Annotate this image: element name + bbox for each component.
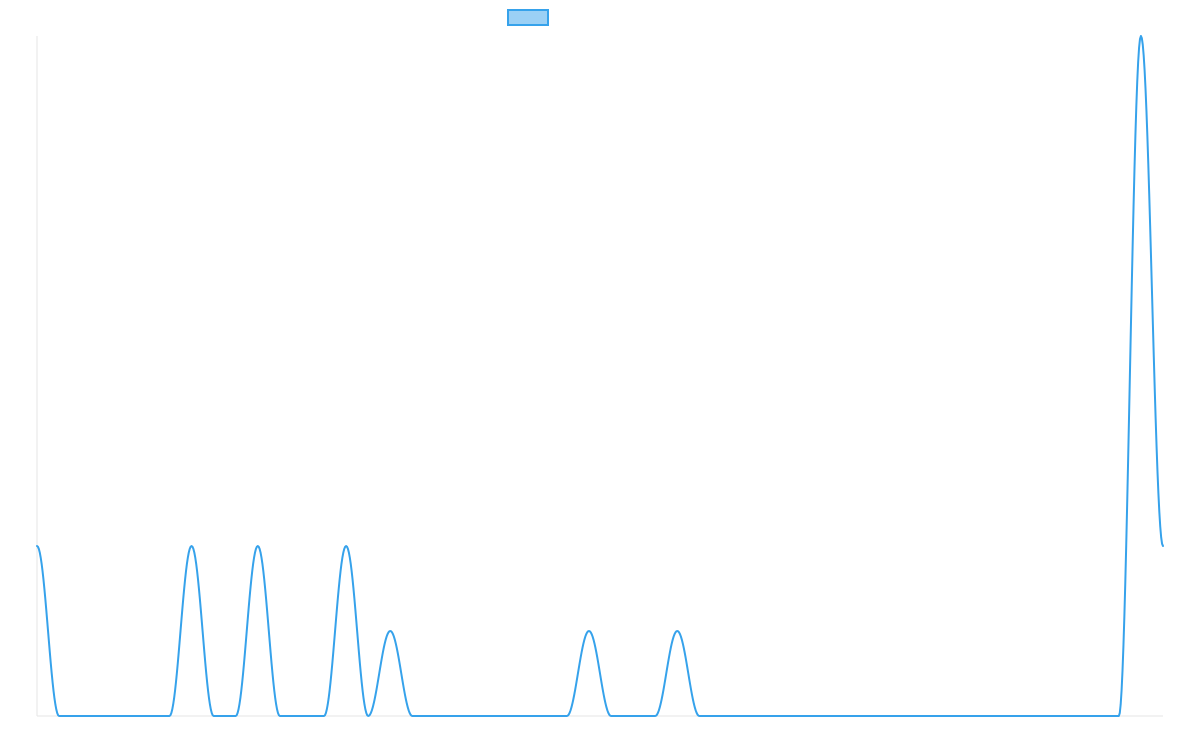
data-point[interactable] [144, 713, 150, 719]
data-point[interactable] [189, 543, 195, 549]
data-point[interactable] [122, 713, 128, 719]
data-point[interactable] [674, 628, 680, 634]
data-point[interactable] [829, 713, 835, 719]
data-point[interactable] [387, 628, 393, 634]
legend-item[interactable] [507, 9, 549, 26]
data-point[interactable] [166, 713, 172, 719]
data-point[interactable] [431, 713, 437, 719]
legend[interactable] [507, 9, 549, 26]
data-point[interactable] [873, 713, 879, 719]
data-point[interactable] [1116, 713, 1122, 719]
data-point[interactable] [100, 713, 106, 719]
data-point[interactable] [586, 628, 592, 634]
data-point[interactable] [56, 713, 62, 719]
data-point[interactable] [78, 713, 84, 719]
data-point[interactable] [851, 713, 857, 719]
data-point[interactable] [652, 713, 658, 719]
data-point[interactable] [476, 713, 482, 719]
data-point[interactable] [343, 543, 349, 549]
data-point[interactable] [453, 713, 459, 719]
data-point[interactable] [807, 713, 813, 719]
data-point[interactable] [630, 713, 636, 719]
data-point[interactable] [498, 713, 504, 719]
data-point[interactable] [785, 713, 791, 719]
data-point[interactable] [520, 713, 526, 719]
data-point[interactable] [1028, 713, 1034, 719]
data-point[interactable] [1050, 713, 1056, 719]
data-point[interactable] [696, 713, 702, 719]
axes [36, 36, 1163, 717]
data-point[interactable] [895, 713, 901, 719]
series-layer [34, 33, 1166, 719]
data-point[interactable] [763, 713, 769, 719]
data-point[interactable] [255, 543, 261, 549]
data-point[interactable] [961, 713, 967, 719]
data-point[interactable] [741, 713, 747, 719]
data-point[interactable] [34, 543, 40, 549]
data-point[interactable] [564, 713, 570, 719]
data-point[interactable] [299, 713, 305, 719]
data-point[interactable] [1072, 713, 1078, 719]
data-point[interactable] [277, 713, 283, 719]
data-point[interactable] [1160, 543, 1166, 549]
data-point[interactable] [608, 713, 614, 719]
data-point[interactable] [542, 713, 548, 719]
data-point[interactable] [983, 713, 989, 719]
data-point[interactable] [1138, 33, 1144, 39]
data-point[interactable] [211, 713, 217, 719]
data-point[interactable] [409, 713, 415, 719]
data-point[interactable] [917, 713, 923, 719]
data-point[interactable] [1094, 713, 1100, 719]
series-line [36, 35, 1164, 717]
data-point[interactable] [321, 713, 327, 719]
data-point[interactable] [939, 713, 945, 719]
data-point[interactable] [233, 713, 239, 719]
data-point[interactable] [718, 713, 724, 719]
data-point[interactable] [1005, 713, 1011, 719]
legend-swatch [507, 9, 549, 26]
data-point[interactable] [365, 713, 371, 719]
